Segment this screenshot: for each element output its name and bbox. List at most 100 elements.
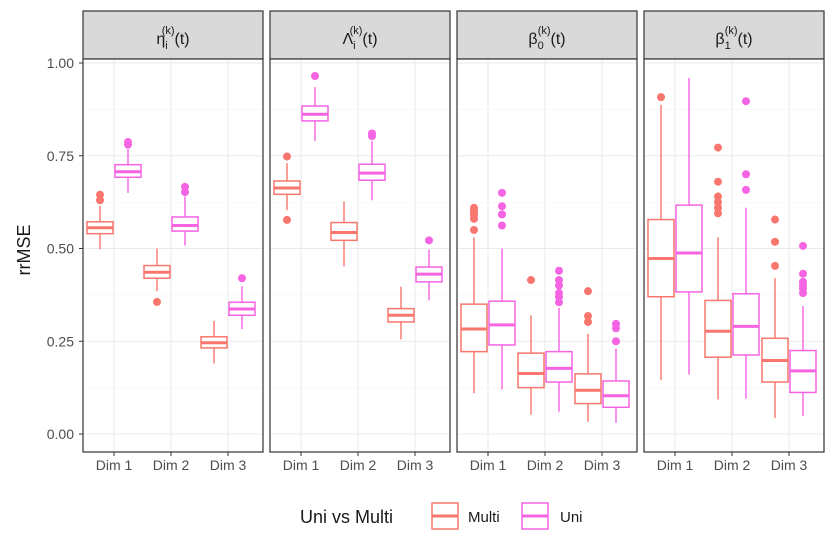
outlier-point bbox=[96, 190, 104, 199]
panel-title: β0 (k)(t) bbox=[528, 25, 565, 52]
panel-strip bbox=[643, 10, 825, 60]
outlier-point bbox=[311, 71, 319, 80]
panel-1: ηi (k)(t) Dim 1 Dim 2 Dim 3 bbox=[82, 10, 264, 473]
panel-border bbox=[643, 58, 825, 453]
y-tick-label: 0.75 bbox=[47, 148, 74, 164]
x-tick-label: Dim 1 bbox=[96, 457, 133, 473]
legend-label-multi: Multi bbox=[468, 509, 500, 526]
legend-key-multi bbox=[431, 502, 459, 530]
x-tick-label: Dim 3 bbox=[210, 457, 247, 473]
box-uni-dim2 bbox=[171, 182, 199, 246]
box-multi-dim2 bbox=[330, 201, 358, 267]
y-tick-label: 0.50 bbox=[47, 241, 74, 257]
panel-title-symbol: β bbox=[715, 31, 724, 48]
outlier-point bbox=[714, 143, 722, 152]
outlier-point bbox=[657, 93, 665, 102]
panel-background bbox=[270, 59, 450, 452]
outlier-point bbox=[425, 236, 433, 245]
panel-title-argument: (t) bbox=[738, 31, 753, 48]
box-multi-dim2 bbox=[517, 276, 545, 415]
panel-title: ηi (k)(t) bbox=[156, 25, 189, 52]
panel-background bbox=[83, 59, 263, 452]
box-multi-dim2 bbox=[143, 248, 171, 306]
box-multi-dim3 bbox=[387, 286, 415, 340]
box-multi-dim3 bbox=[574, 287, 602, 422]
outlier-point bbox=[555, 276, 563, 285]
outlier-point bbox=[771, 215, 779, 224]
box-uni-dim3 bbox=[789, 241, 817, 417]
outlier-point bbox=[555, 281, 563, 290]
outlier-point bbox=[771, 237, 779, 246]
x-tick-label: Dim 1 bbox=[283, 457, 320, 473]
panel-title: Λi (k)(t) bbox=[342, 25, 377, 52]
x-tick-label: Dim 3 bbox=[771, 457, 808, 473]
panel-title: β1 (k)(t) bbox=[715, 25, 752, 52]
x-tick-label: Dim 3 bbox=[397, 457, 434, 473]
panel-border bbox=[82, 58, 264, 453]
box-uni-dim2 bbox=[732, 97, 760, 399]
legend-title: Uni vs Multi bbox=[300, 507, 393, 527]
box-multi-dim1 bbox=[86, 190, 114, 250]
box-uni-dim1 bbox=[675, 77, 703, 375]
panel-title-argument: (t) bbox=[551, 31, 566, 48]
outlier-point bbox=[283, 152, 291, 161]
outlier-point bbox=[96, 196, 104, 205]
panel-2: Λi (k)(t) Dim 1 Dim 2 Dim 3 bbox=[269, 10, 451, 473]
box-iqr bbox=[517, 352, 545, 389]
box-multi-dim1 bbox=[647, 93, 675, 381]
panel-3: β0 (k)(t) Dim 1 Dim 2 Dim 3 bbox=[456, 10, 638, 473]
panel-border bbox=[269, 58, 451, 453]
box-uni-dim1 bbox=[114, 138, 142, 193]
outlier-point bbox=[742, 185, 750, 194]
panel-title-subscript: i bbox=[165, 40, 167, 52]
outlier-point bbox=[555, 298, 563, 307]
legend-label-uni: Uni bbox=[560, 509, 583, 526]
outlier-point bbox=[498, 221, 506, 230]
outlier-point bbox=[555, 266, 563, 275]
box-uni-dim3 bbox=[602, 319, 630, 423]
panel-title-superscript: (k) bbox=[538, 25, 551, 37]
outlier-point bbox=[714, 177, 722, 186]
outlier-point bbox=[470, 225, 478, 234]
outlier-point bbox=[771, 261, 779, 270]
box-iqr bbox=[732, 293, 760, 356]
outlier-point bbox=[584, 317, 592, 326]
outlier-point bbox=[181, 182, 189, 191]
x-tick-label: Dim 1 bbox=[657, 457, 694, 473]
x-tick-label: Dim 2 bbox=[714, 457, 751, 473]
panel-title-argument: (t) bbox=[362, 31, 377, 48]
outlier-point bbox=[368, 129, 376, 138]
legend: Uni vs Multi Multi Uni bbox=[300, 502, 583, 530]
outlier-point bbox=[153, 297, 161, 306]
box-uni-dim2 bbox=[545, 266, 573, 412]
box-multi-dim1 bbox=[460, 203, 488, 394]
box-uni-dim3 bbox=[415, 236, 443, 301]
outlier-point bbox=[555, 289, 563, 298]
outlier-point bbox=[714, 203, 722, 212]
panel-title-subscript: 1 bbox=[725, 40, 731, 52]
box-multi-dim3 bbox=[200, 320, 228, 364]
box-multi-dim2 bbox=[704, 143, 732, 400]
outlier-point bbox=[714, 192, 722, 201]
box-multi-dim3 bbox=[761, 215, 789, 419]
panel-strip bbox=[82, 10, 264, 60]
outlier-point bbox=[584, 312, 592, 321]
outlier-point bbox=[498, 188, 506, 197]
box-iqr bbox=[675, 204, 703, 293]
outlier-point bbox=[470, 203, 478, 212]
panel-title-superscript: (k) bbox=[350, 25, 363, 37]
outlier-point bbox=[742, 170, 750, 179]
panel-title-symbol: β bbox=[528, 31, 537, 48]
panel-title-subscript: i bbox=[353, 40, 355, 52]
outlier-point bbox=[124, 138, 132, 147]
panel-title-subscript: 0 bbox=[538, 40, 544, 52]
outlier-point bbox=[799, 277, 807, 286]
y-tick-label: 0.25 bbox=[47, 333, 74, 349]
box-uni-dim2 bbox=[358, 129, 386, 201]
panel-strip bbox=[456, 10, 638, 60]
outlier-point bbox=[584, 287, 592, 296]
box-iqr bbox=[488, 300, 516, 346]
panel-4: β1 (k)(t) Dim 1 Dim 2 Dim 3 bbox=[643, 10, 825, 473]
box-multi-dim1 bbox=[273, 152, 301, 224]
